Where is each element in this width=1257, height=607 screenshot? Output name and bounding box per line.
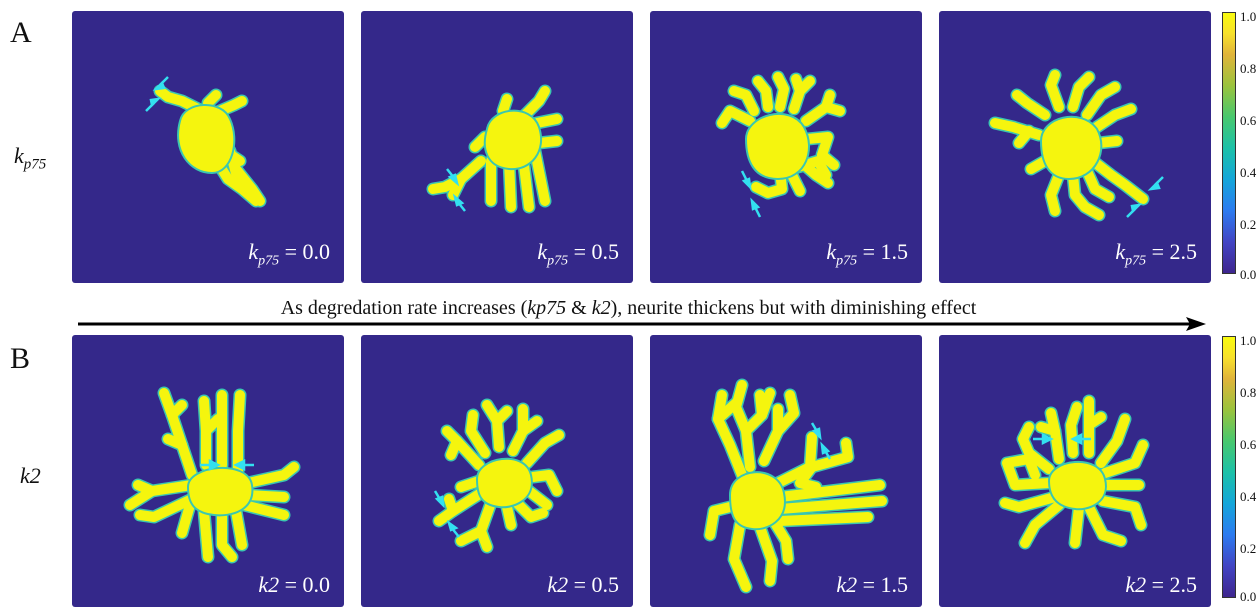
neuron-cell-a3 — [715, 70, 847, 218]
panel-a4-eq: = 2.5 — [1146, 238, 1197, 264]
panel-b3-label: k2 = 1.5 — [836, 573, 908, 597]
neuron-cell-b1 — [123, 386, 301, 564]
panel-b4-eq: = 2.5 — [1146, 572, 1197, 597]
caption-term-kp75: kp75 — [527, 297, 567, 319]
neuron-cell-b3 — [703, 378, 889, 594]
neuron-cell-a2 — [426, 84, 564, 214]
panel-a3: kp75 = 1.5 — [650, 11, 922, 283]
panel-a1: kp75 = 0.0 — [72, 11, 344, 283]
colorbar-a — [1222, 12, 1236, 274]
panel-b4-label: k2 = 2.5 — [1125, 573, 1197, 597]
panel-a1-eq: = 0.0 — [279, 238, 330, 264]
panel-b2-var: k2 — [547, 572, 569, 597]
panel-a3-eq: = 1.5 — [857, 238, 908, 264]
colorbar-b-tick-0.6: 0.6 — [1240, 437, 1257, 452]
colorbar-b-tick-0.2: 0.2 — [1240, 541, 1257, 556]
colorbar-b-tick-0.4: 0.4 — [1240, 489, 1257, 504]
colorbar-b-tick-1.0: 1.0 — [1240, 333, 1257, 348]
colorbar-b-tick-0.0: 0.0 — [1240, 589, 1257, 604]
panel-a3-var: k — [826, 238, 837, 264]
caption-post: ), neurite thickens but with diminishing… — [610, 297, 977, 319]
row-label-k2: k2 — [20, 463, 41, 488]
row-label-kp75-sub: p75 — [23, 156, 47, 173]
panel-a2: kp75 = 0.5 — [361, 11, 633, 283]
panel-b3-eq: = 1.5 — [857, 572, 908, 597]
panel-a4-label: kp75 = 2.5 — [1115, 238, 1197, 273]
colorbar-b-tick-0.8: 0.8 — [1240, 385, 1257, 400]
panel-a2-eq: = 0.5 — [568, 238, 619, 264]
neuron-cell-b2 — [432, 398, 566, 554]
panel-a2-sub: p75 — [547, 253, 569, 268]
panel-a4-sub: p75 — [1125, 253, 1147, 268]
panel-a2-var: k — [537, 238, 548, 264]
panel-b2-label: k2 = 0.5 — [547, 573, 619, 597]
panel-b2-eq: = 0.5 — [568, 572, 619, 597]
neuron-cell-b4 — [998, 394, 1150, 550]
caption-pre: As degredation rate increases ( — [280, 297, 528, 319]
panel-b1-eq: = 0.0 — [279, 572, 330, 597]
panel-b4-var: k2 — [1125, 572, 1147, 597]
row-label-kp75: kp75 — [14, 144, 46, 176]
panel-b1: k2 = 0.0 — [72, 335, 344, 607]
caption-mid: & — [566, 297, 592, 319]
panel-a4: kp75 = 2.5 — [939, 11, 1211, 283]
colorbar-a-tick-0.6: 0.6 — [1240, 113, 1257, 128]
panel-a3-label: kp75 = 1.5 — [826, 238, 908, 273]
neuron-cell-a4 — [988, 68, 1164, 222]
panel-a1-sub: p75 — [258, 253, 280, 268]
caption-term-k2: k2 — [591, 297, 611, 319]
panel-a2-label: kp75 = 0.5 — [537, 238, 619, 273]
panel-b2: k2 = 0.5 — [361, 335, 633, 607]
section-b-letter: B — [10, 342, 31, 375]
colorbar-a-tick-0.2: 0.2 — [1240, 217, 1257, 232]
panel-a3-sub: p75 — [836, 253, 858, 268]
section-a-letter: A — [10, 16, 32, 49]
colorbar-a-tick-0.8: 0.8 — [1240, 61, 1257, 76]
panel-b3-var: k2 — [836, 572, 858, 597]
trend-caption: As degredation rate increases (kp75 & k2… — [0, 296, 1257, 320]
panel-b3: k2 = 1.5 — [650, 335, 922, 607]
colorbar-b — [1222, 336, 1236, 598]
neuron-cell-a1 — [145, 76, 267, 208]
row-label-kp75-base: k — [14, 143, 24, 168]
colorbar-a-tick-1.0: 1.0 — [1240, 9, 1257, 24]
colorbar-a-tick-0.4: 0.4 — [1240, 165, 1257, 180]
panel-a4-var: k — [1115, 238, 1126, 264]
panel-b1-label: k2 = 0.0 — [258, 573, 330, 597]
panel-a1-var: k — [248, 238, 259, 264]
panel-a1-label: kp75 = 0.0 — [248, 238, 330, 273]
trend-arrow — [78, 317, 1206, 331]
panel-b1-var: k2 — [258, 572, 280, 597]
colorbar-a-tick-0.0: 0.0 — [1240, 267, 1257, 282]
panel-b4: k2 = 2.5 — [939, 335, 1211, 607]
